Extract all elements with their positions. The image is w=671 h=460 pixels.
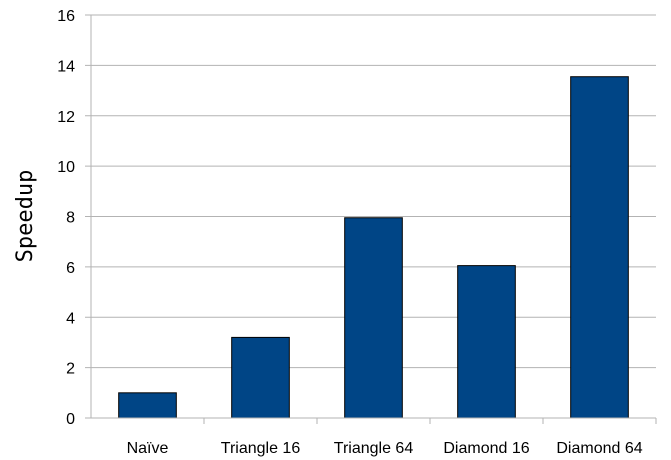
x-tick-label: Diamond 64 xyxy=(556,440,642,457)
y-tick-label: 2 xyxy=(66,361,75,378)
axes xyxy=(90,15,656,419)
bar-diamond-16 xyxy=(457,265,516,419)
bar-triangle-16 xyxy=(231,336,290,419)
y-tick-label: 14 xyxy=(57,58,75,75)
y-tick-label: 4 xyxy=(66,310,75,327)
y-tick-labels: 0 2 4 6 8 10 12 14 16 xyxy=(57,8,75,428)
y-tick-label: 16 xyxy=(57,8,75,25)
x-tick-labels: Naïve Triangle 16 Triangle 64 Diamond 16 Dia… xyxy=(127,440,643,457)
x-tick-label: Diamond 16 xyxy=(443,440,529,457)
bars xyxy=(118,76,629,419)
bar-na-ve xyxy=(118,392,177,419)
bar-diamond-64 xyxy=(570,76,629,419)
y-tick-label: 0 xyxy=(66,411,75,428)
y-tick-label: 12 xyxy=(57,109,75,126)
y-tick-label: 8 xyxy=(66,210,75,227)
y-tick-label: 10 xyxy=(57,159,75,176)
x-tick-label: Triangle 16 xyxy=(221,440,301,457)
x-tick-label: Triangle 64 xyxy=(334,440,414,457)
y-tick-label: 6 xyxy=(66,260,75,277)
bar-triangle-64 xyxy=(344,217,403,419)
y-axis-title: Speedup xyxy=(13,170,38,263)
x-tick-label: Naïve xyxy=(127,440,169,457)
